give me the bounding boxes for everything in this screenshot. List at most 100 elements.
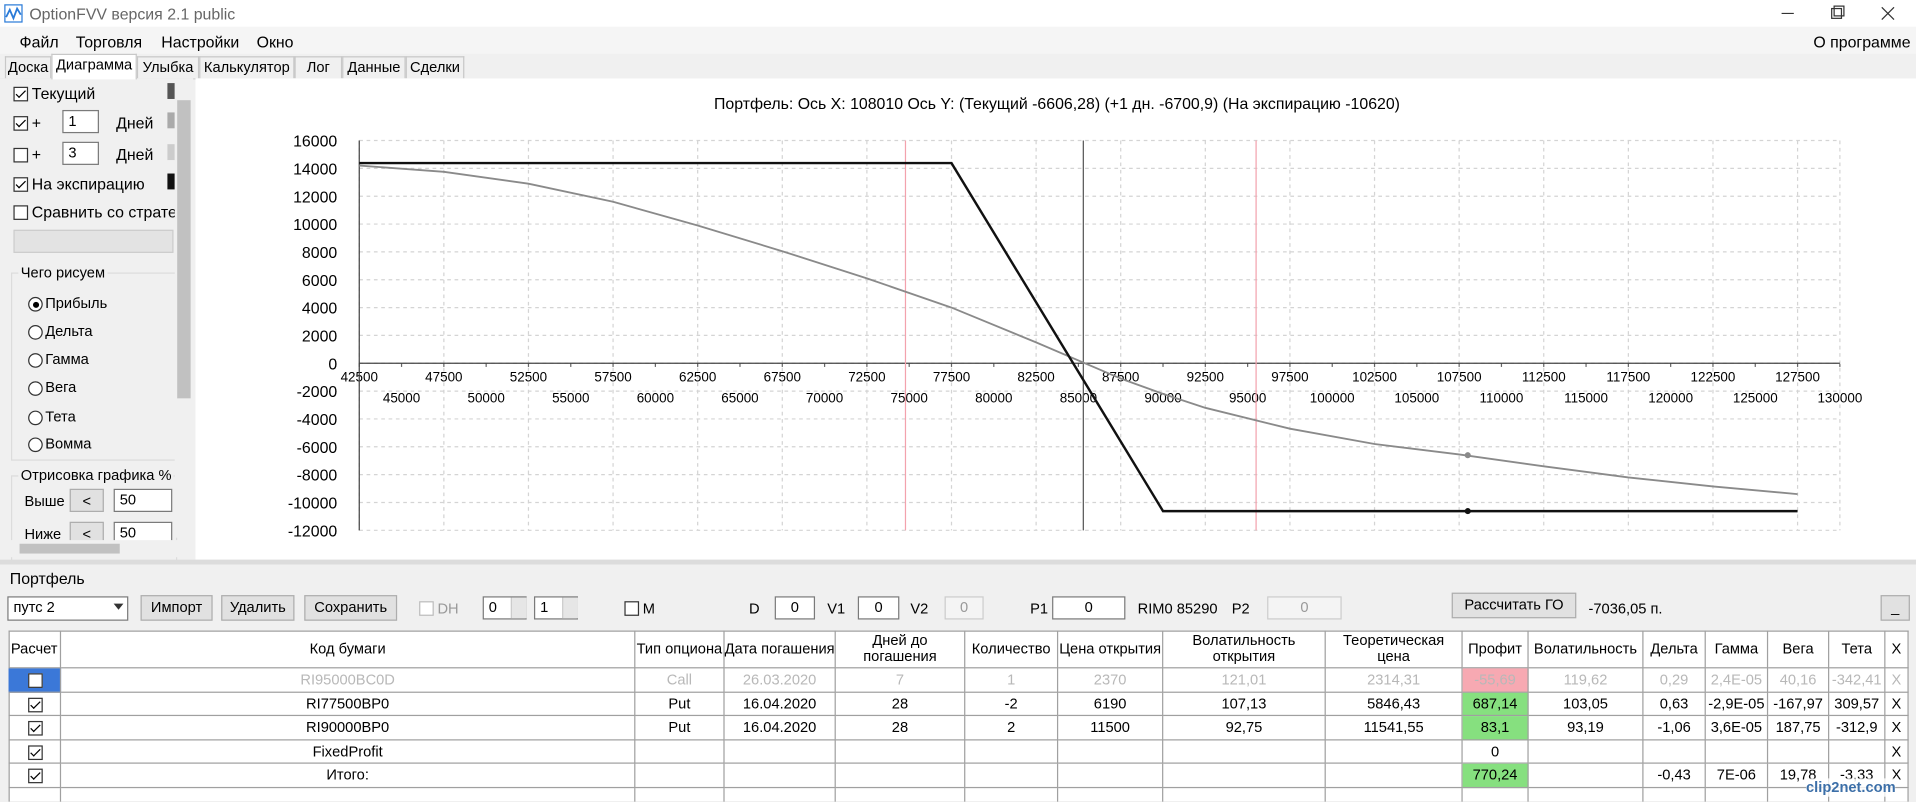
tab[interactable]: Доска	[4, 56, 52, 79]
spin-buttons[interactable]	[562, 597, 578, 619]
checkbox[interactable]	[13, 177, 29, 192]
checkbox[interactable]	[13, 116, 29, 131]
x-tick-label: 102500	[1352, 370, 1397, 385]
strategy-dropdown[interactable]	[13, 229, 174, 253]
tab[interactable]: Данные	[342, 56, 406, 79]
table-cell	[1163, 788, 1326, 802]
range-input[interactable]: 50	[113, 488, 173, 512]
portfolio-button[interactable]: Импорт	[140, 595, 213, 621]
field-input[interactable]: 0	[857, 596, 900, 620]
portfolio-button[interactable]: Удалить	[221, 595, 295, 621]
radio[interactable]	[28, 410, 43, 426]
delete-button[interactable]: X	[1885, 740, 1909, 765]
field-input: 0	[1267, 596, 1342, 620]
days-input[interactable]: 3	[62, 141, 99, 165]
x-tick-label: 85000	[1060, 390, 1097, 405]
radio-label: Дельта	[45, 322, 93, 340]
table-cell: 28	[835, 716, 966, 741]
y-tick-label: 10000	[293, 217, 337, 234]
calc-button[interactable]: Рассчитать ГО	[1451, 592, 1577, 619]
table-cell: 103,05	[1528, 692, 1644, 717]
checkbox[interactable]	[13, 205, 29, 220]
menu-item[interactable]: Настройки	[161, 32, 240, 52]
table-cell: RI90000BP0	[61, 716, 636, 741]
menu-item[interactable]: Окно	[256, 32, 294, 52]
checkbox[interactable]	[13, 147, 29, 163]
radio[interactable]	[28, 353, 43, 368]
minimize-button[interactable]: _	[1880, 595, 1910, 621]
tab[interactable]: Улыбка	[136, 56, 200, 79]
radio[interactable]	[28, 325, 43, 340]
x-tick-label: 52500	[510, 370, 547, 385]
scroll-thumb[interactable]	[19, 543, 120, 554]
radio[interactable]	[28, 296, 43, 312]
table-cell	[724, 740, 836, 765]
tab[interactable]: Диаграмма	[51, 53, 137, 80]
days-input[interactable]: 1	[62, 109, 99, 134]
delete-button[interactable]: X	[1885, 668, 1909, 693]
table-cell	[9, 788, 62, 802]
checkbox[interactable]	[28, 721, 43, 736]
table-cell: 26.03.2020	[724, 668, 836, 693]
tab[interactable]: Сделки	[405, 56, 465, 79]
x-tick-label: 92500	[1187, 370, 1224, 385]
scroll-thumb[interactable]	[177, 100, 191, 399]
table-header: Волатильность открытия	[1163, 630, 1326, 669]
strategy-select[interactable]: путс 2	[7, 596, 129, 621]
table-cell	[8, 716, 62, 741]
delete-button[interactable]: X	[1885, 764, 1909, 789]
table-header: Тип опциона	[635, 630, 725, 669]
table-cell: -2	[965, 692, 1059, 717]
y-tick-label: -4000	[297, 412, 338, 429]
spin-buttons[interactable]	[510, 597, 527, 619]
table-cell: 92,75	[1163, 716, 1326, 741]
checkbox[interactable]	[624, 601, 640, 616]
cursor-point	[1464, 452, 1471, 459]
portfolio-button[interactable]: Сохранить	[304, 595, 398, 621]
table-cell	[1706, 788, 1769, 802]
table-cell	[1829, 740, 1886, 765]
checkbox[interactable]	[28, 769, 43, 784]
table-cell: -0,43	[1643, 764, 1706, 789]
delete-button[interactable]: X	[1885, 692, 1909, 717]
x-tick-label: 65000	[721, 390, 758, 405]
delete-button[interactable]: X	[1885, 716, 1909, 741]
curve-unit: Дней	[116, 113, 154, 132]
y-tick-label: 4000	[302, 301, 337, 318]
table-cell	[1529, 788, 1644, 802]
curve-color	[167, 144, 175, 161]
group-title: Отрисовка графика %	[18, 466, 175, 486]
splitter[interactable]	[0, 559, 1916, 565]
curve-prefix: +	[31, 145, 42, 164]
range-input[interactable]: 50	[113, 521, 173, 545]
checkbox-label: DH	[437, 599, 459, 618]
x-tick-label: 80000	[975, 390, 1012, 405]
radio[interactable]	[28, 437, 43, 453]
window-title: OptionFVV версия 2.1 public	[29, 4, 236, 24]
field-input[interactable]: 0	[1052, 596, 1126, 620]
cursor-point	[1464, 508, 1471, 515]
y-tick-label: 16000	[293, 134, 337, 151]
tab[interactable]: Калькулятор	[199, 56, 295, 79]
menu-item[interactable]: Файл	[19, 32, 59, 52]
menu-item[interactable]: Торговля	[75, 32, 143, 52]
range-button[interactable]: <	[69, 488, 104, 512]
checkbox[interactable]	[28, 673, 43, 688]
table-cell: 1	[965, 668, 1059, 693]
checkbox[interactable]	[28, 745, 43, 760]
range-button[interactable]: <	[69, 521, 104, 545]
x-tick-label: 122500	[1691, 370, 1736, 385]
radio[interactable]	[28, 381, 43, 396]
table-cell: -342,41	[1829, 668, 1886, 693]
window-controls[interactable]	[1760, 0, 1916, 27]
checkbox[interactable]	[28, 697, 43, 712]
tab[interactable]: Лог	[294, 56, 343, 79]
table-cell: 0	[1462, 740, 1529, 765]
field-input[interactable]: 0	[774, 596, 816, 620]
dropdown-arrow[interactable]	[113, 603, 124, 610]
x-tick-label: 75000	[891, 390, 928, 405]
menu-item[interactable]: О программе	[1813, 32, 1911, 52]
checkbox[interactable]	[13, 86, 29, 102]
field-label: V1	[827, 599, 846, 618]
